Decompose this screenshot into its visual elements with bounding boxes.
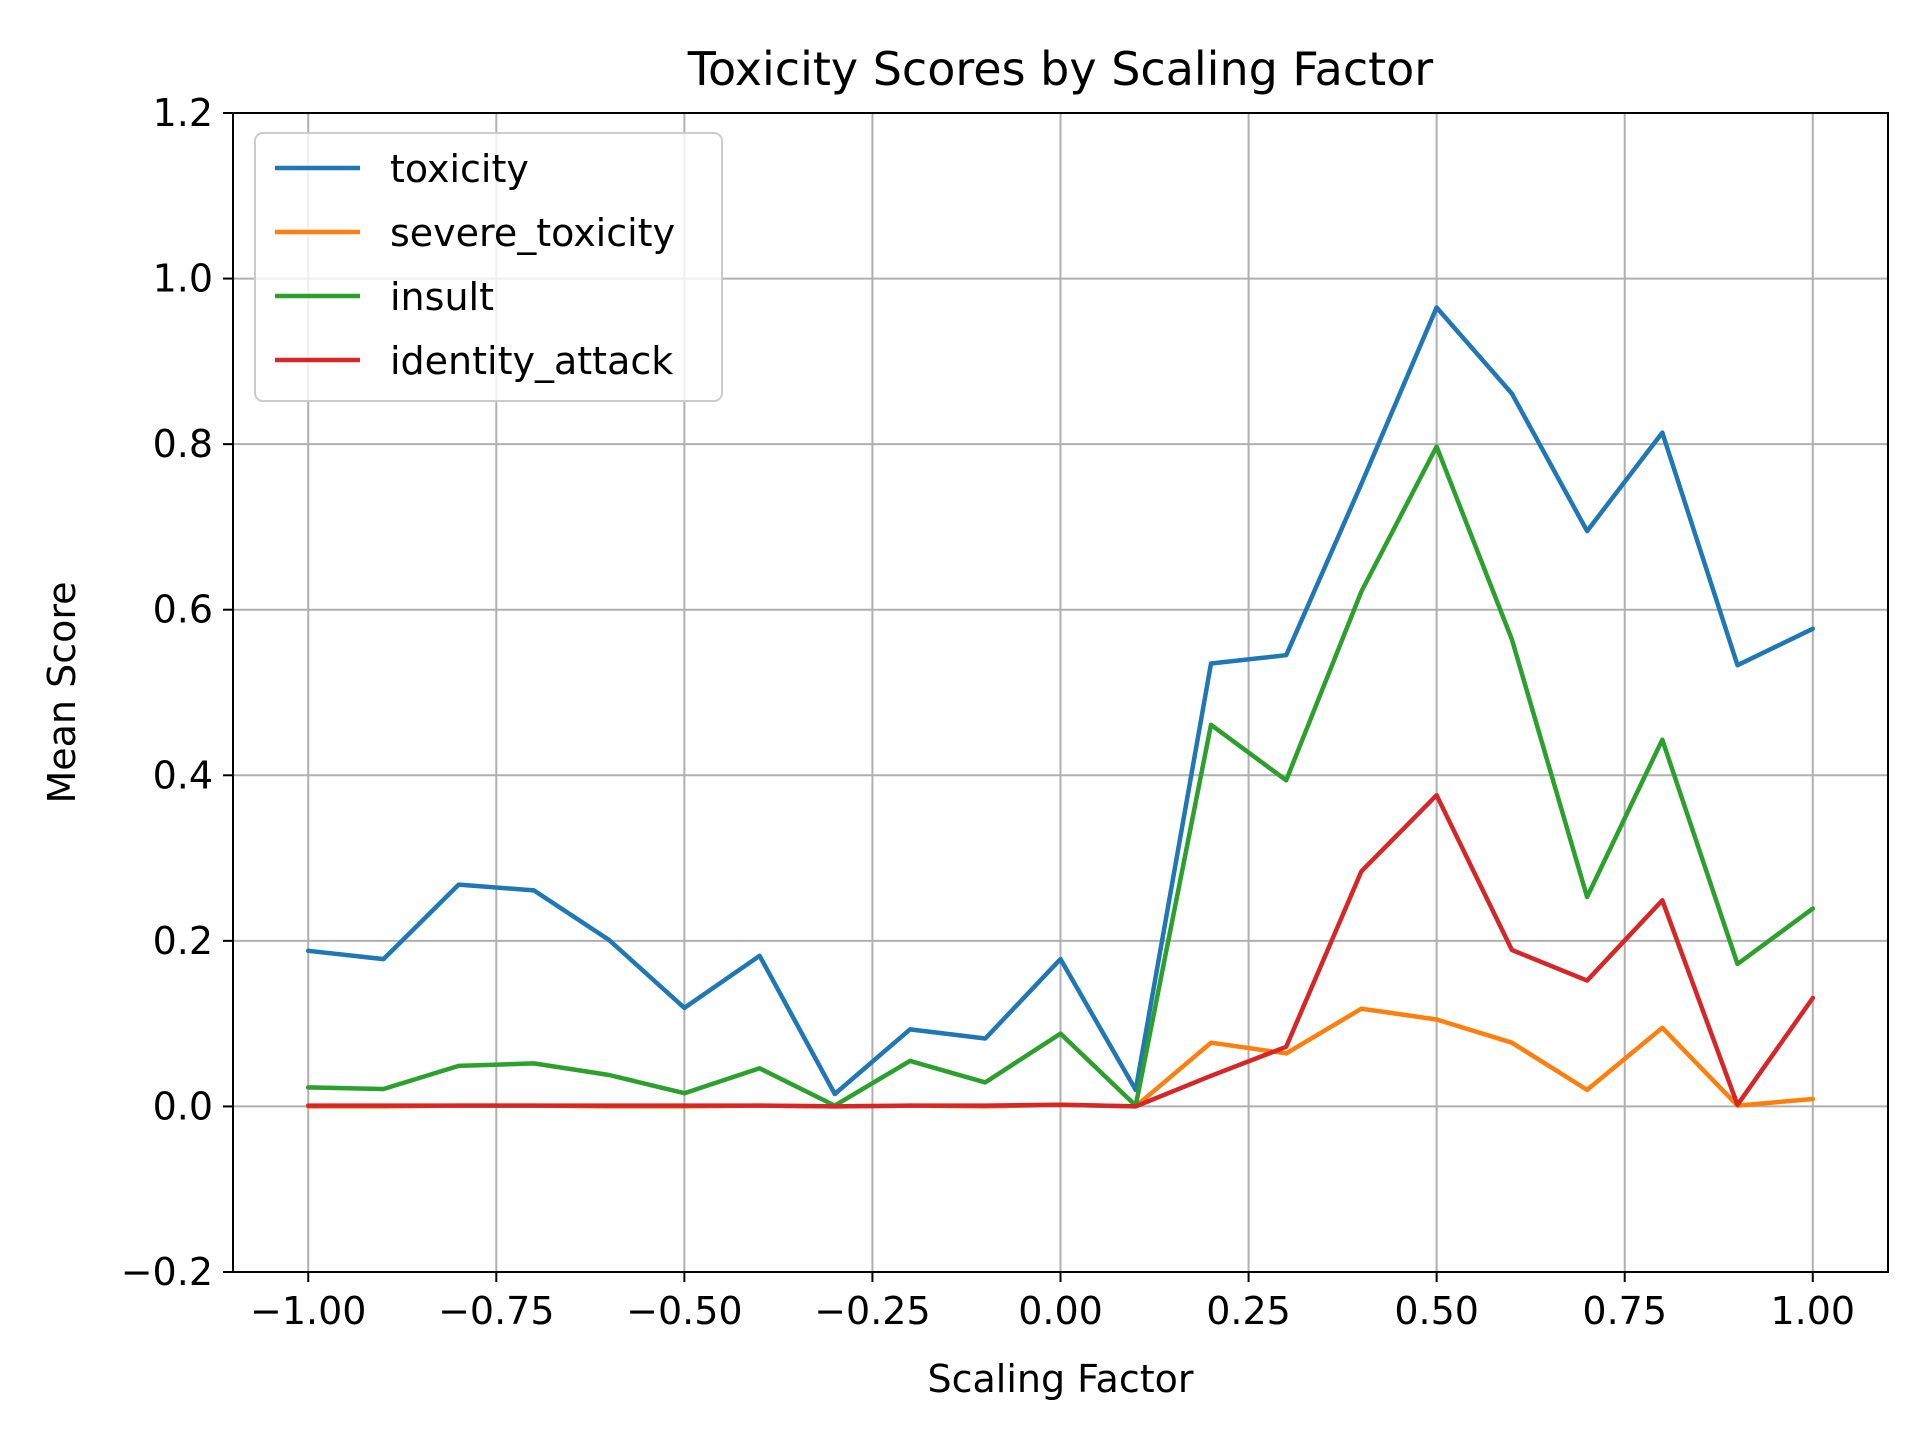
y-tick-label: 0.2 [153, 919, 213, 963]
y-tick-label: 1.2 [153, 91, 213, 135]
x-tick-label: 1.00 [1770, 1289, 1855, 1333]
legend-label: identity_attack [390, 339, 673, 383]
axis-ticks: −1.00 −0.75 −0.50 −0.25 0.00 0.25 0.50 0.75 1.00… [121, 91, 1855, 1333]
y-tick-label: 0.8 [153, 422, 213, 466]
chart-title: Toxicity Scores by Scaling Factor [687, 42, 1434, 96]
x-tick-label: 0.00 [1018, 1289, 1103, 1333]
series-line-insult [305, 444, 1816, 1108]
series-lines [305, 305, 1816, 1109]
x-axis-title: Scaling Factor [927, 1357, 1193, 1401]
y-axis-title: Mean Score [40, 581, 84, 803]
legend-label: insult [390, 275, 494, 319]
series-line-toxicity [305, 305, 1816, 1097]
y-tick-label: 0.0 [153, 1084, 213, 1128]
x-tick-label: 0.50 [1394, 1289, 1479, 1333]
x-tick-label: −0.50 [626, 1289, 742, 1333]
y-tick-label: 0.6 [153, 588, 213, 632]
series-line-identity-attack [305, 792, 1816, 1109]
legend-label: severe_toxicity [390, 211, 675, 255]
y-tick-label: −0.2 [121, 1250, 213, 1294]
legend-box [254, 132, 723, 402]
x-tick-label: 0.75 [1582, 1289, 1667, 1333]
y-tick-label: 1.0 [153, 257, 213, 301]
legend-label: toxicity [390, 147, 529, 191]
x-tick-label: −0.25 [814, 1289, 930, 1333]
x-tick-label: −0.75 [438, 1289, 554, 1333]
y-tick-label: 0.4 [153, 753, 213, 797]
x-tick-label: −1.00 [250, 1289, 366, 1333]
x-tick-label: 0.25 [1206, 1289, 1291, 1333]
